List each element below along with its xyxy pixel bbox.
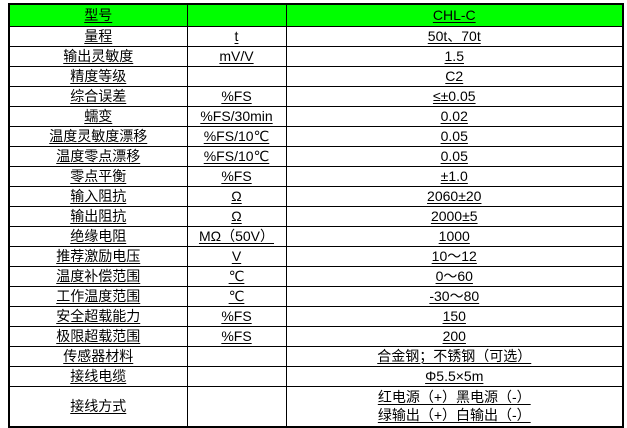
table-row: 推荐激励电压 V 10～12	[8, 246, 624, 267]
param-cell: 输出灵敏度	[8, 46, 188, 67]
unit-cell: %FS	[186, 86, 287, 107]
param-cell: 工作温度范围	[8, 286, 188, 307]
unit-cell	[186, 386, 287, 428]
param-cell: 温度灵敏度漂移	[8, 126, 188, 147]
unit-cell: Ω	[186, 186, 287, 207]
value-line-1: 红电源（+）黑电源（-）	[377, 389, 531, 405]
table-row: 极限超载范围 %FS 200	[8, 326, 624, 347]
param-cell: 绝缘电阻	[8, 226, 188, 247]
table-row: 接线电缆 Φ5.5×5m	[8, 366, 624, 387]
value-cell: 红电源（+）黑电源（-） 绿输出（+）白输出（-）	[285, 386, 624, 428]
value-cell: 2060±20	[285, 186, 624, 207]
table-row: 蠕变 %FS/30min 0.02	[8, 106, 624, 127]
unit-cell: t	[186, 26, 287, 47]
table-row: 输入阻抗 Ω 2060±20	[8, 186, 624, 207]
value-cell: 0.05	[285, 126, 624, 147]
param-cell: 极限超载范围	[8, 326, 188, 347]
table-row: 绝缘电阻 MΩ（50V） 1000	[8, 226, 624, 247]
unit-cell: MΩ（50V）	[186, 226, 287, 247]
value-cell: 1.5	[285, 46, 624, 67]
param-cell: 接线方式	[8, 386, 188, 428]
unit-cell: V	[186, 246, 287, 267]
value-cell: 200	[285, 326, 624, 347]
table-row: 零点平衡 %FS ±1.0	[8, 166, 624, 187]
unit-cell: %FS/10℃	[186, 126, 287, 147]
header-unit-cell	[186, 3, 287, 27]
param-cell: 量程	[8, 26, 188, 47]
param-cell: 蠕变	[8, 106, 188, 127]
table-row: 温度灵敏度漂移 %FS/10℃ 0.05	[8, 126, 624, 147]
table-row: 精度等级 C2	[8, 66, 624, 87]
value-cell: 1000	[285, 226, 624, 247]
param-cell: 输入阻抗	[8, 186, 188, 207]
unit-cell: %FS	[186, 166, 287, 187]
value-cell: 0.05	[285, 146, 624, 167]
param-cell: 接线电缆	[8, 366, 188, 387]
param-cell: 输出阻抗	[8, 206, 188, 227]
param-cell: 综合误差	[8, 86, 188, 107]
table-row: 安全超载能力 %FS 150	[8, 306, 624, 327]
value-line-2: 绿输出（+）白输出（-）	[377, 406, 531, 423]
table-row: 工作温度范围 ℃ -30～80	[8, 286, 624, 307]
table-row: 输出灵敏度 mV/V 1.5	[8, 46, 624, 67]
unit-cell: %FS	[186, 306, 287, 327]
unit-cell: %FS	[186, 326, 287, 347]
value-cell: 50t、70t	[285, 26, 624, 47]
param-cell: 温度补偿范围	[8, 266, 188, 287]
unit-cell: ℃	[186, 286, 287, 307]
value-cell: Φ5.5×5m	[285, 366, 624, 387]
value-cell: 150	[285, 306, 624, 327]
table-row: 量程 t 50t、70t	[8, 26, 624, 47]
param-cell: 推荐激励电压	[8, 246, 188, 267]
unit-cell: ℃	[186, 266, 287, 287]
value-cell: 0.02	[285, 106, 624, 127]
unit-cell	[186, 66, 287, 87]
param-cell: 温度零点漂移	[8, 146, 188, 167]
value-cell: ±1.0	[285, 166, 624, 187]
table-row: 综合误差 %FS ≤±0.05	[8, 86, 624, 107]
unit-cell: %FS/30min	[186, 106, 287, 127]
header-value-cell: CHL-C	[285, 3, 624, 27]
param-cell: 传感器材料	[8, 346, 188, 367]
unit-cell	[186, 346, 287, 367]
unit-cell: mV/V	[186, 46, 287, 67]
value-cell: 10～12	[285, 246, 624, 267]
unit-cell: Ω	[186, 206, 287, 227]
unit-cell	[186, 366, 287, 387]
value-cell: 0～60	[285, 266, 624, 287]
table-row-wiring: 接线方式 红电源（+）黑电源（-） 绿输出（+）白输出（-）	[8, 386, 624, 428]
value-cell: C2	[285, 66, 624, 87]
spec-table: 型号 CHL-C 量程 t 50t、70t 输出灵敏度 mV/V 1.5 精度等…	[8, 3, 624, 428]
table-row: 传感器材料 合金钢；不锈钢（可选）	[8, 346, 624, 367]
param-cell: 安全超载能力	[8, 306, 188, 327]
table-row: 温度零点漂移 %FS/10℃ 0.05	[8, 146, 624, 167]
value-cell: ≤±0.05	[285, 86, 624, 107]
header-model-cell: 型号	[8, 3, 188, 27]
param-cell: 零点平衡	[8, 166, 188, 187]
value-cell: 合金钢；不锈钢（可选）	[285, 346, 624, 367]
table-header-row: 型号 CHL-C	[8, 3, 624, 27]
table-row: 输出阻抗 Ω 2000±5	[8, 206, 624, 227]
value-cell: -30～80	[285, 286, 624, 307]
unit-cell: %FS/10℃	[186, 146, 287, 167]
value-cell: 2000±5	[285, 206, 624, 227]
param-cell: 精度等级	[8, 66, 188, 87]
table-row: 温度补偿范围 ℃ 0～60	[8, 266, 624, 287]
